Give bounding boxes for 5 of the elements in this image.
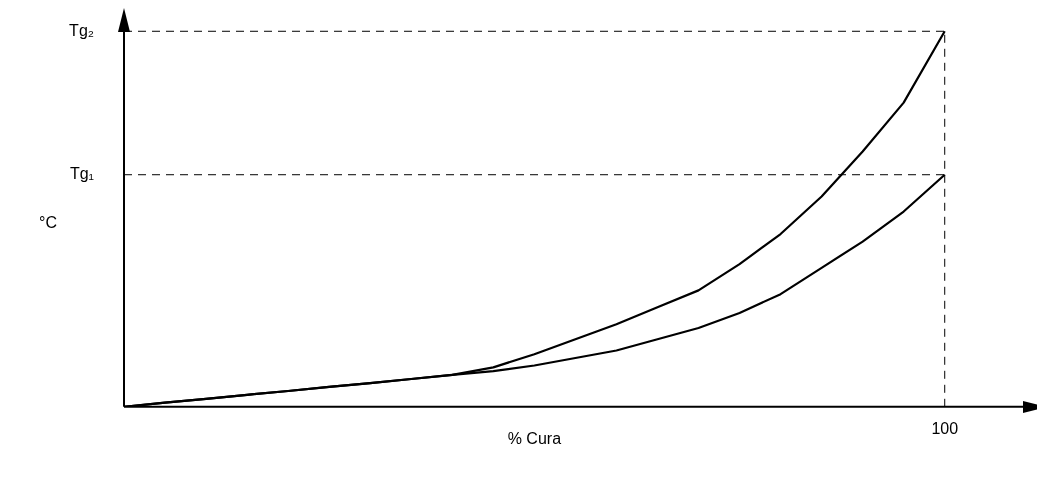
ref-line-label: Tg₂ — [69, 21, 94, 39]
ref-line-label: Tg₁ — [69, 165, 94, 183]
y-axis-title: °C — [39, 213, 57, 231]
text: 100 — [931, 420, 959, 438]
x-axis-title: % Cura — [507, 430, 562, 448]
